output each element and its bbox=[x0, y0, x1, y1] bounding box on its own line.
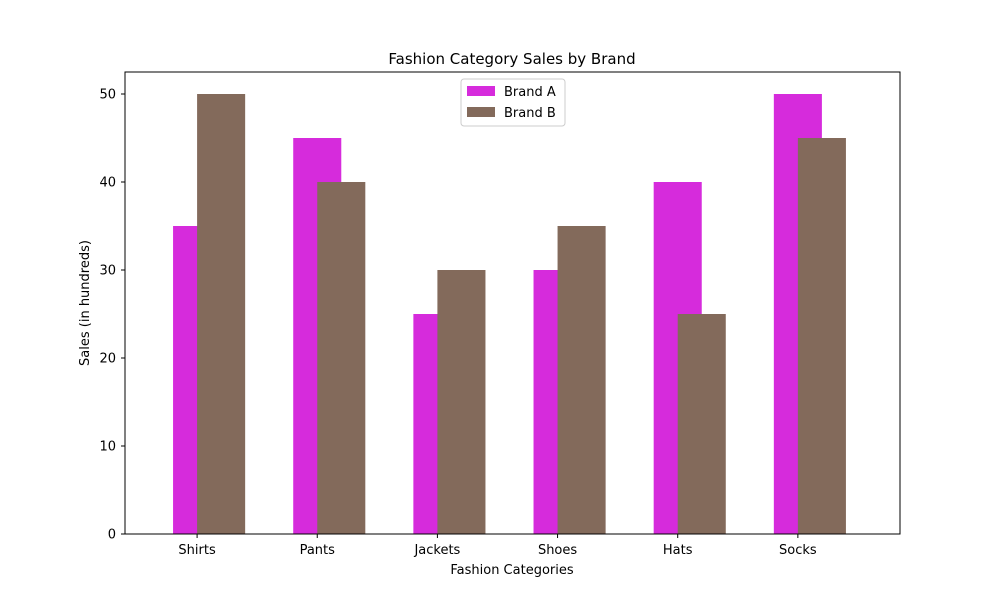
chart-title: Fashion Category Sales by Brand bbox=[388, 50, 635, 68]
x-tick-label: Hats bbox=[663, 543, 693, 558]
x-axis-label: Fashion Categories bbox=[450, 563, 573, 578]
x-axis: Shirts Pants Jackets Shoes Hats Socks bbox=[178, 534, 817, 558]
y-tick-label: 40 bbox=[99, 176, 116, 191]
y-tick-label: 0 bbox=[108, 528, 116, 543]
x-tick-label: Pants bbox=[300, 543, 336, 558]
legend-swatch bbox=[467, 86, 495, 96]
x-tick-label: Shoes bbox=[538, 543, 577, 558]
y-tick-label: 30 bbox=[99, 264, 116, 279]
bar-brand-b-pants bbox=[317, 182, 366, 534]
x-tick-label: Jackets bbox=[413, 543, 460, 558]
legend-label: Brand A bbox=[504, 85, 556, 100]
x-tick-label: Socks bbox=[779, 543, 817, 558]
legend: Brand A Brand B bbox=[460, 78, 566, 127]
legend-swatch bbox=[467, 107, 495, 117]
bar-brand-b-socks bbox=[797, 138, 846, 534]
x-tick-label: Shirts bbox=[178, 543, 216, 558]
y-tick-label: 10 bbox=[99, 440, 116, 455]
y-axis: 0 10 20 30 40 50 bbox=[99, 88, 125, 543]
y-axis-label: Sales (in hundreds) bbox=[78, 240, 93, 366]
bars-layer bbox=[173, 94, 846, 534]
y-tick-label: 50 bbox=[99, 88, 116, 103]
bar-brand-b-jackets bbox=[437, 270, 486, 534]
legend-label: Brand B bbox=[504, 106, 556, 121]
bar-brand-b-shoes bbox=[557, 226, 606, 534]
y-tick-label: 20 bbox=[99, 352, 116, 367]
plot-frame bbox=[124, 71, 901, 535]
bar-brand-b-shirts bbox=[197, 94, 246, 534]
bar-brand-b-hats bbox=[677, 314, 726, 534]
